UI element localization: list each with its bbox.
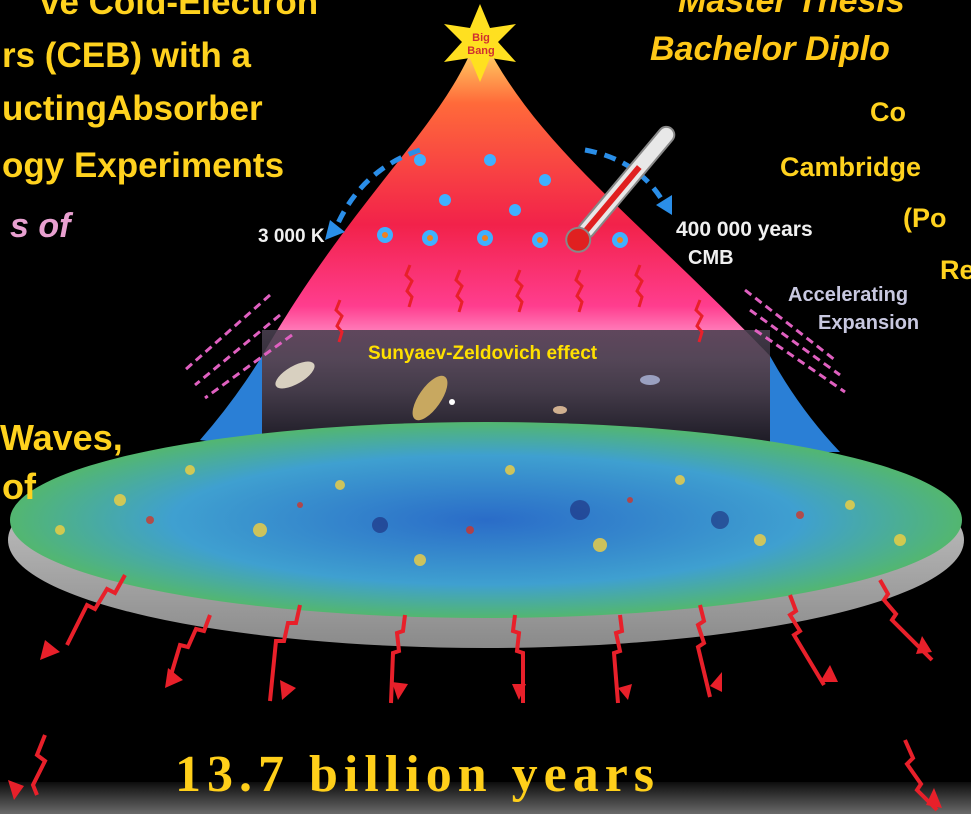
- right-list-item-4: Re: [940, 255, 971, 285]
- floor-band: [0, 782, 971, 814]
- red-arrows-below: [30, 574, 939, 812]
- pink-arrows-left: [184, 293, 293, 400]
- cmb-label: CMB: [688, 247, 734, 269]
- blue-arrowhead-left: [325, 220, 345, 240]
- accelerating-label: Accelerating: [788, 284, 909, 306]
- blue-arrow-left: [332, 147, 421, 231]
- right-list-item-2: Cambridge: [780, 152, 922, 182]
- big-bang-star-icon: [444, 4, 516, 82]
- right-list-item-1: Co: [870, 97, 906, 127]
- age-label: 400 000 years: [676, 218, 813, 241]
- red-arrowheads: [8, 636, 942, 808]
- left-title-line-3: uctingAbsorber: [2, 89, 263, 128]
- cmb-hot-spots: [55, 465, 906, 566]
- left-blue-wing: [200, 356, 262, 448]
- galaxy: [275, 361, 315, 389]
- left-waves-line-1: Waves,: [0, 417, 123, 458]
- sz-effect-label: Sunyaev-Zeldovich effect: [368, 343, 598, 364]
- particles: [377, 154, 628, 248]
- right-list-item-3: (Po: [903, 203, 947, 233]
- star: [449, 399, 455, 405]
- left-title-line-4: ogy Experiments: [2, 146, 285, 185]
- blue-arrowhead-right: [656, 195, 672, 215]
- pink-arrows-right: [744, 288, 846, 394]
- galaxy: [640, 375, 660, 385]
- right-title-line-1: Master Thesis: [678, 0, 905, 20]
- expansion-label: Expansion: [818, 312, 920, 334]
- galaxy: [412, 375, 448, 421]
- right-blue-wing: [770, 356, 840, 452]
- left-title-line-2: rs (CEB) with a: [2, 36, 251, 75]
- red-arrows-cone: [334, 264, 704, 343]
- left-waves-line-2: of: [2, 466, 36, 507]
- big-bang-label: Big Bang: [467, 32, 495, 57]
- thermometer-icon: [565, 125, 676, 253]
- left-pink-text: s of: [10, 207, 71, 245]
- age-caption: 13.7 billion years: [175, 746, 661, 803]
- temperature-label: 3 000 K: [258, 226, 325, 247]
- right-title-line-2: Bachelor Diplo: [650, 30, 890, 68]
- cmb-red-spots: [146, 497, 804, 534]
- galaxy: [553, 406, 567, 414]
- left-title-line-1: ve Cold-Electron: [40, 0, 319, 22]
- cmb-sky-map: [10, 422, 962, 618]
- cmb-dark-spots: [372, 500, 729, 533]
